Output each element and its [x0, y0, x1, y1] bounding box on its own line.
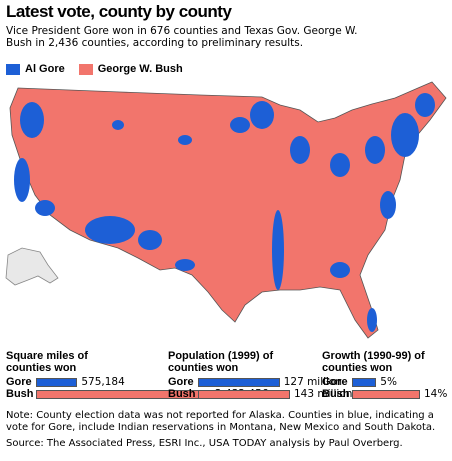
legend-swatch — [6, 63, 20, 75]
legend-label: Al Gore — [25, 63, 65, 75]
alaska — [5, 247, 59, 286]
bar — [36, 377, 78, 387]
category-label: Gore — [6, 376, 32, 388]
bar-row: Gore 127 million — [168, 376, 352, 388]
chart-title: Square miles of counties won — [6, 350, 88, 374]
bar-chart: Population (1999) of counties won Gore 127… — [168, 350, 352, 400]
map — [5, 81, 447, 339]
bar — [198, 389, 290, 399]
legend-item: Al Gore — [6, 63, 65, 75]
legend-swatch — [78, 63, 93, 75]
category-label: Bush — [6, 388, 34, 400]
legend: Al Gore George W. Bush — [6, 63, 183, 75]
category-label: Gore — [168, 376, 194, 388]
title: Latest vote, county by county — [6, 2, 232, 21]
bar — [352, 389, 420, 399]
legend-item: George W. Bush — [78, 63, 183, 75]
bar-row: Bush 14% — [322, 388, 447, 400]
value-label: 127 million — [283, 376, 343, 388]
bar-row: Bush 143 million — [168, 388, 352, 400]
chart-title: Growth (1990-99) of counties won — [322, 350, 425, 374]
value-label: 575,184 — [81, 376, 125, 388]
bar-row: Gore 5% — [322, 376, 447, 388]
category-label: Gore — [322, 376, 348, 388]
bar-chart: Growth (1990-99) of counties won Gore 5% Bu… — [322, 350, 447, 400]
bar — [198, 377, 280, 387]
source: Source: The Associated Press, ESRI Inc.,… — [6, 438, 403, 449]
note: Note: County election data was not repor… — [6, 410, 436, 433]
value-label: 14% — [424, 388, 448, 400]
gore-counties — [14, 93, 435, 332]
value-label: 143 million — [294, 388, 353, 400]
chart-title: Population (1999) of counties won — [168, 350, 274, 374]
category-label: Bush — [168, 388, 196, 400]
bar-row: Gore 575,184 — [6, 376, 268, 388]
bar — [352, 377, 377, 387]
category-label: Bush — [322, 388, 350, 400]
subtitle: Vice President Gore won in 676 counties … — [6, 25, 358, 49]
legend-label: George W. Bush — [97, 63, 183, 75]
value-label: 5% — [380, 376, 397, 388]
